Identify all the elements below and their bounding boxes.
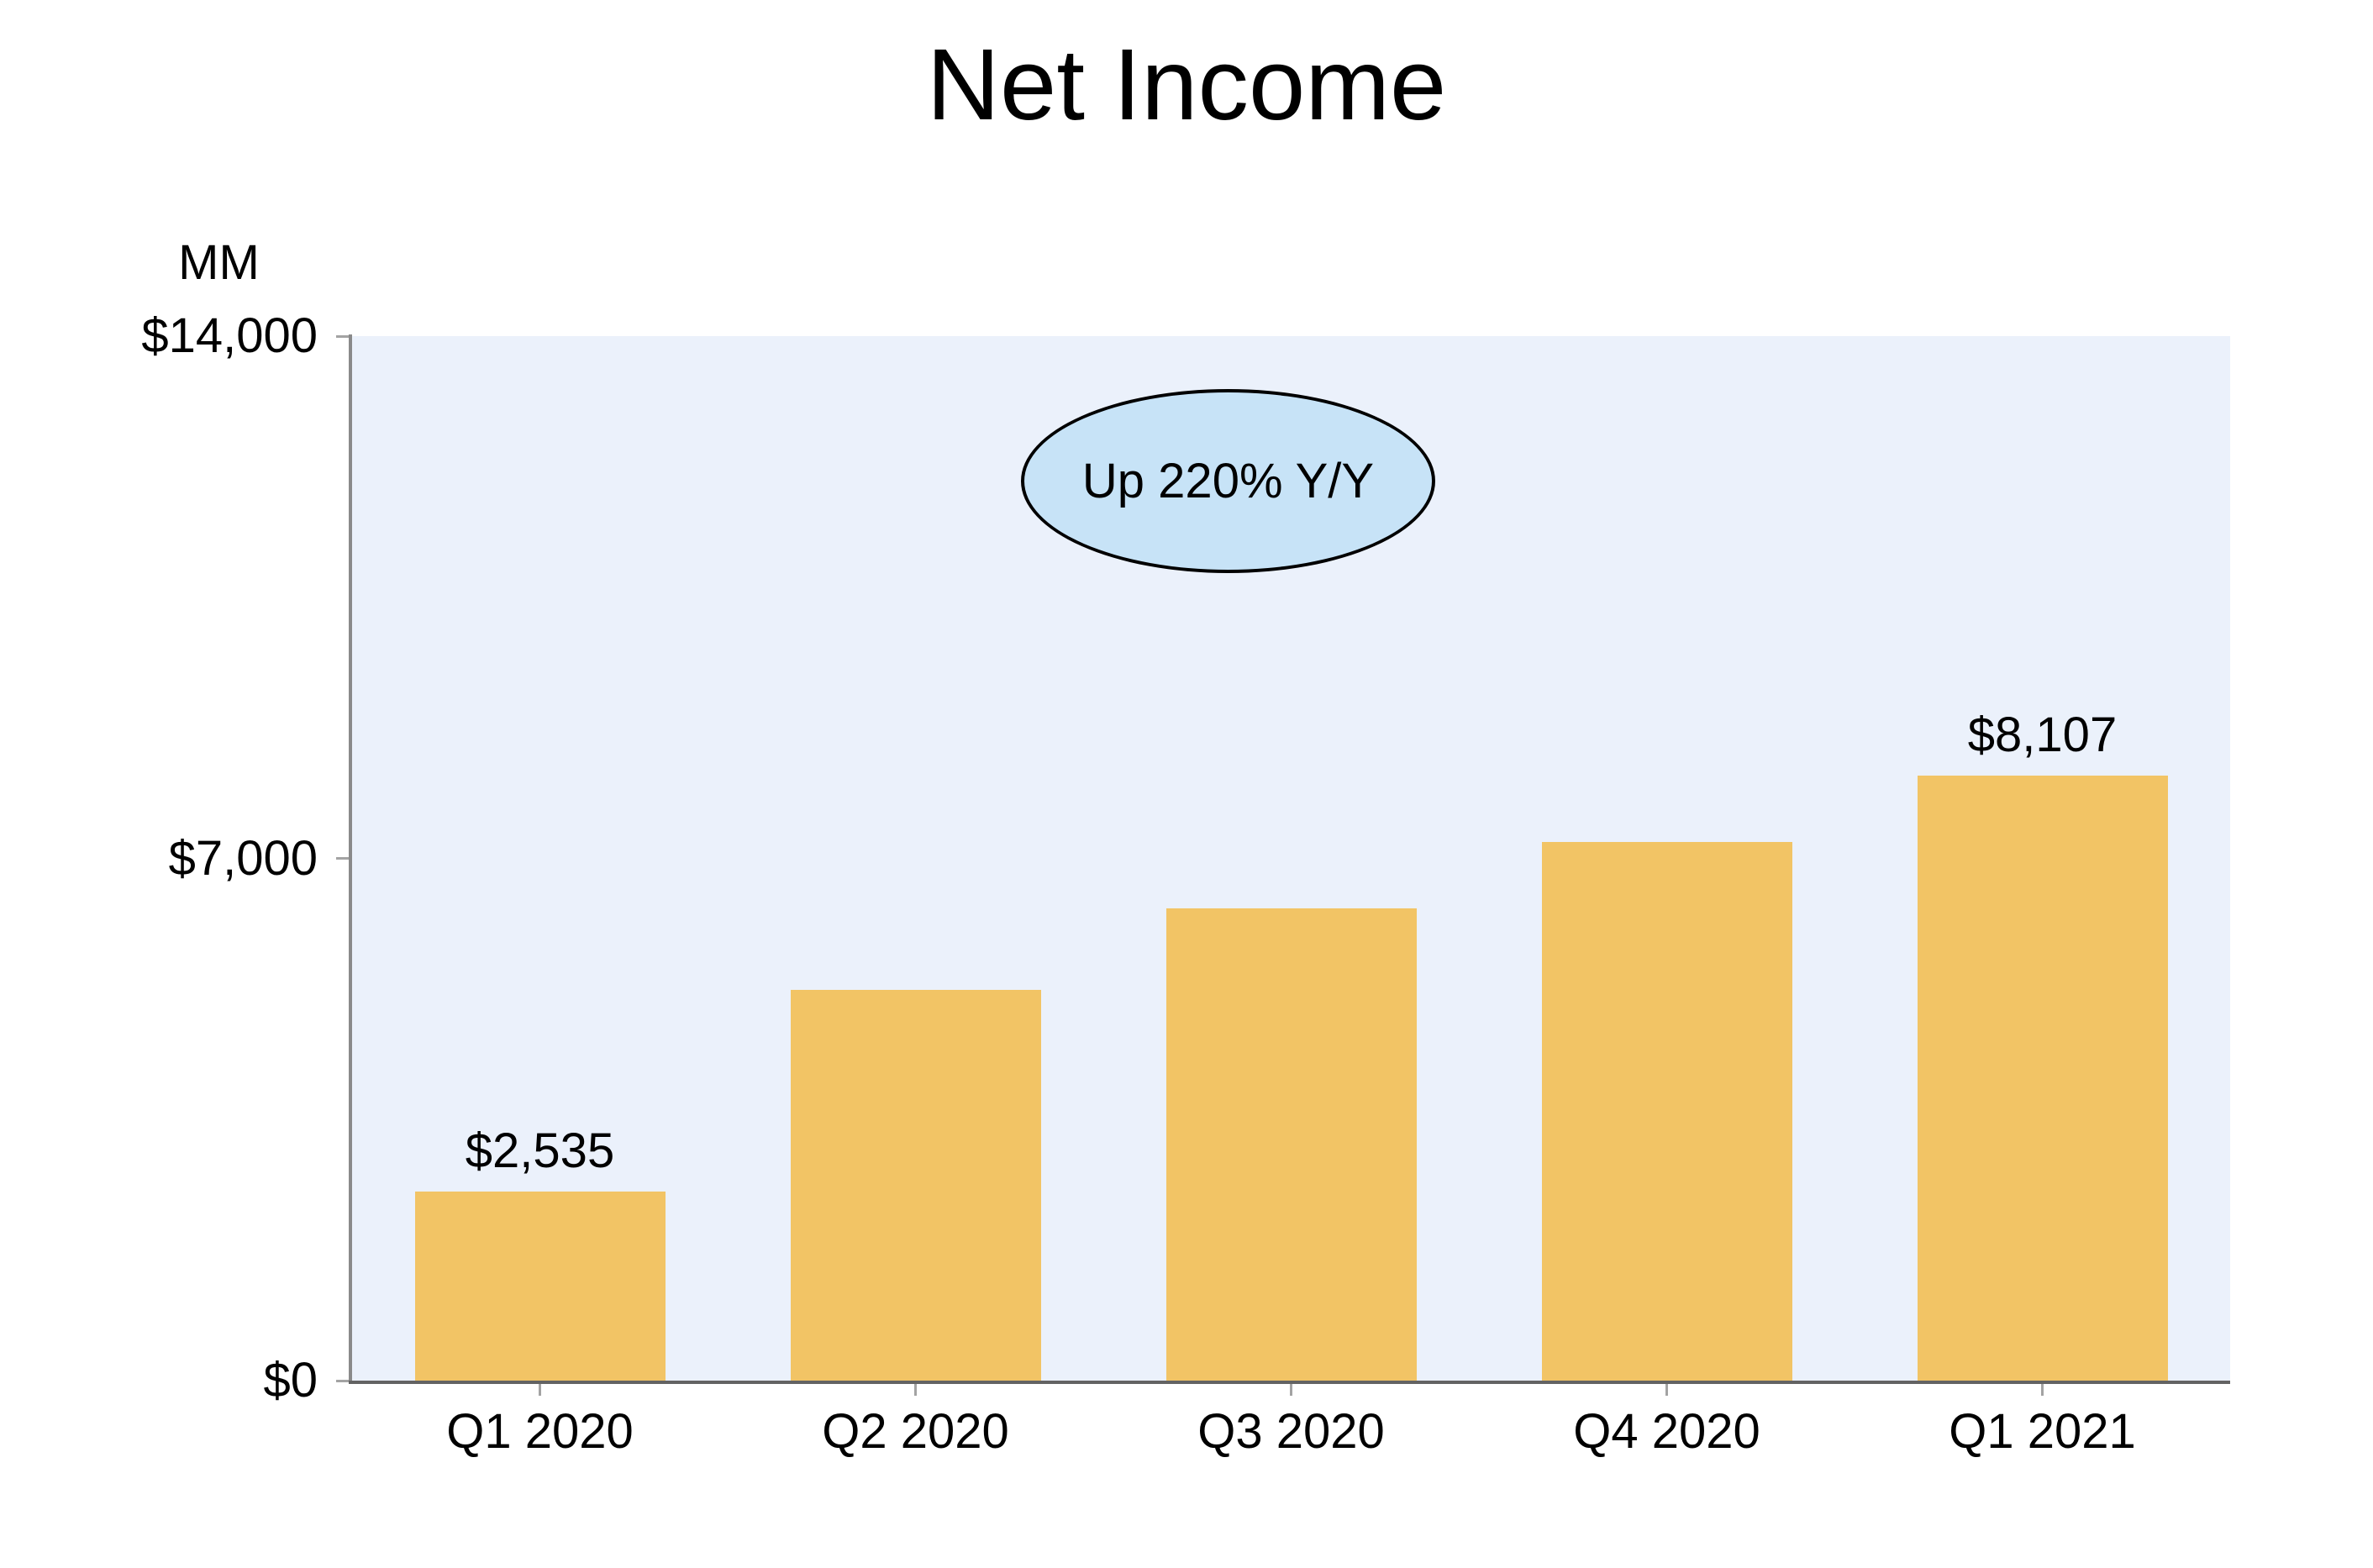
bar-q1-2020: [414, 1191, 666, 1381]
x-axis-line: [349, 1381, 2230, 1384]
x-axis-label-q4-2020: Q4 2020: [1573, 1404, 1760, 1459]
bar-value-label-q1-2020: $2,535: [465, 1123, 615, 1178]
x-axis-label-q1-2020: Q1 2020: [446, 1404, 634, 1459]
annotation-ellipse: Up 220% Y/Y: [1021, 389, 1435, 573]
y-tick-14000: [336, 334, 349, 338]
bar-q4-2020: [1541, 841, 1792, 1381]
bar-value-label-q1-2021: $8,107: [1967, 708, 2118, 763]
x-tick-q2-2020: [914, 1384, 917, 1396]
y-axis-unit-label: MM: [178, 235, 260, 290]
x-tick-q4-2020: [1665, 1384, 1668, 1396]
y-tick-7000: [336, 857, 349, 860]
chart-title: Net Income: [926, 27, 1447, 141]
bar-q3-2020: [1165, 908, 1417, 1381]
y-tick-0: [336, 1379, 349, 1382]
y-axis-line: [349, 334, 352, 1384]
y-axis-tick-label-0: $0: [263, 1353, 318, 1408]
y-axis-tick-label-7000: $7,000: [168, 830, 318, 886]
x-tick-q1-2021: [2041, 1384, 2044, 1396]
bar-q1-2021: [1917, 776, 2168, 1381]
x-tick-q3-2020: [1290, 1384, 1292, 1396]
x-axis-label-q1-2021: Q1 2021: [1949, 1404, 2136, 1459]
annotation-text: Up 220% Y/Y: [1081, 453, 1375, 508]
bar-q2-2020: [790, 989, 1041, 1381]
y-axis-tick-label-14000: $14,000: [141, 308, 318, 363]
plot-area: Up 220% Y/Y: [352, 336, 2230, 1381]
x-axis-label-q2-2020: Q2 2020: [822, 1404, 1009, 1459]
x-axis-label-q3-2020: Q3 2020: [1197, 1404, 1385, 1459]
x-tick-q1-2020: [539, 1384, 541, 1396]
